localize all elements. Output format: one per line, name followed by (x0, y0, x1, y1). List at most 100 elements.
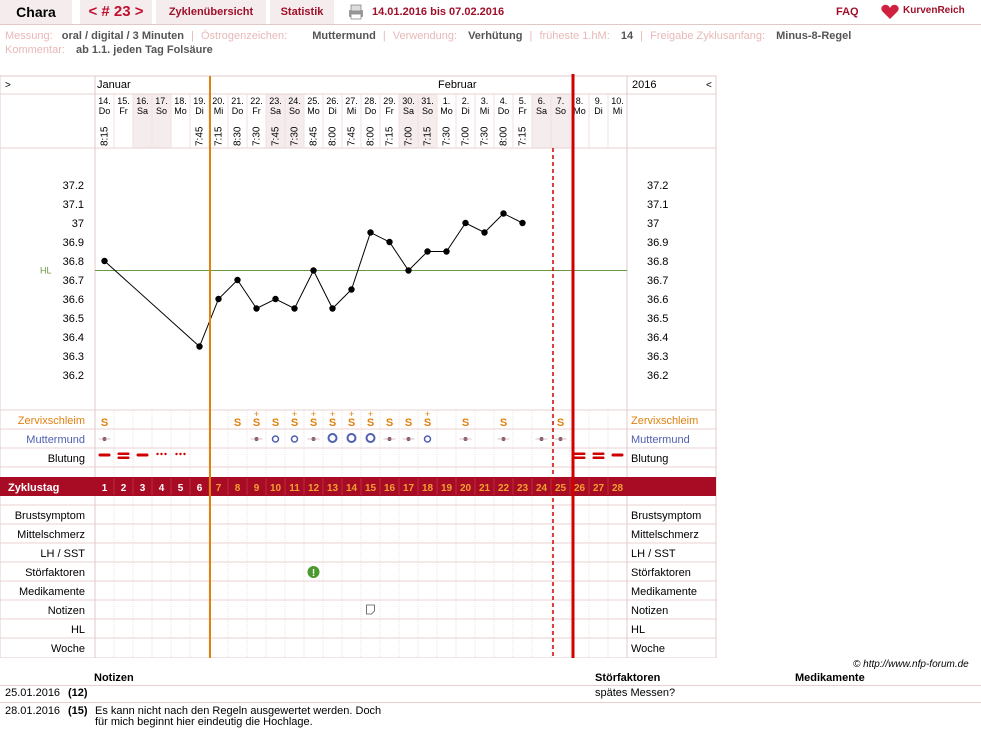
tab-zyklenuebersicht[interactable]: Zyklenübersicht (156, 0, 266, 24)
measure-time: 7:45 (195, 126, 206, 146)
y-tick-label-right: 36.9 (647, 237, 668, 249)
y-tick-label: 36.6 (63, 294, 84, 306)
note-icon[interactable] (366, 604, 375, 615)
blutung-dot (160, 452, 163, 456)
day-weekday: Sa (137, 106, 148, 116)
zervix-symbol: S (462, 417, 469, 429)
zervix-symbol: S (386, 417, 393, 429)
cycle-day-number: 1 (102, 483, 108, 494)
medi-col-header: Medikamente (795, 672, 865, 684)
day-date: 23. (269, 96, 282, 106)
measure-time: 7:15 (423, 126, 434, 146)
day-date: 14. (98, 96, 111, 106)
temperature-point (443, 248, 450, 255)
day-weekday: Do (232, 106, 244, 116)
day-weekday: Mo (174, 106, 187, 116)
blutung-bar (592, 452, 605, 455)
day-weekday: So (555, 106, 566, 116)
day-date: 20. (212, 96, 225, 106)
cycle-day-number: 4 (159, 483, 165, 494)
blutung-bar (573, 456, 586, 459)
zervix-plus: + (368, 409, 373, 419)
cycle-period: 14.01.2016 bis 07.02.2016 (372, 6, 505, 18)
cycle-day-number: 19 (441, 483, 453, 494)
kurvenreich-logo-icon (881, 4, 899, 19)
measure-time: 7:30 (290, 126, 301, 146)
day-date: 26. (326, 96, 339, 106)
weekend-shade (133, 94, 152, 148)
cycle-day-number: 20 (460, 483, 472, 494)
measure-time: 7:30 (442, 126, 453, 146)
day-date: 30. (402, 96, 415, 106)
blutung-dot (183, 452, 186, 456)
measure-time: 8:15 (100, 126, 111, 146)
row-label-muttermund: Muttermund (26, 434, 85, 446)
nav-right-arrow: < (706, 80, 712, 91)
day-weekday: Mo (440, 106, 453, 116)
cycle-day-number: 25 (555, 483, 567, 494)
day-date: 24. (288, 96, 301, 106)
day-date: 9. (595, 96, 603, 106)
y-tick-label: 36.4 (63, 332, 84, 344)
temperature-point (196, 343, 203, 350)
row-label-right-blutung: Blutung (631, 453, 668, 465)
day-weekday: Mi (214, 106, 224, 116)
temperature-point (310, 267, 317, 274)
blutung-bar (136, 453, 149, 457)
y-tick-label: 36.3 (63, 351, 84, 363)
cycle-chart: > <Januar Februar 201614.Do8:1515.Fr16.Sa17… (0, 74, 717, 658)
day-date: 19. (193, 96, 206, 106)
y-tick-label-right: 37.2 (647, 180, 668, 192)
tab-statistik[interactable]: Statistik (270, 0, 334, 24)
weekend-shade (152, 94, 171, 148)
blutung-bar (573, 452, 586, 455)
measure-time: 7:30 (480, 126, 491, 146)
stoerfaktor-icon[interactable] (307, 566, 320, 578)
zyklustag-bar (0, 477, 716, 496)
temperature-point (234, 276, 241, 284)
day-weekday: Fr (119, 106, 128, 116)
kommentar-label: Kommentar: (5, 44, 65, 56)
note-stoer: spätes Messen? (595, 687, 676, 699)
zervix-symbol: S (234, 417, 241, 429)
day-weekday: Sa (536, 106, 547, 116)
notes-col-header: Notizen (94, 672, 134, 684)
hl-label: HL (40, 266, 52, 276)
comment-info: Kommentar: ab 1.1. jeden Tag Folsäure (5, 44, 213, 56)
day-weekday: Sa (403, 106, 414, 116)
day-date: 31. (421, 96, 434, 106)
cycle-day-number: 23 (517, 483, 529, 494)
day-weekday: Sa (270, 106, 281, 116)
row-label-mittel: Mittelschmerz (17, 529, 85, 541)
day-date: 28. (364, 96, 377, 106)
faq-link[interactable]: FAQ (836, 6, 859, 18)
print-icon[interactable] (347, 4, 365, 20)
zervix-plus: + (349, 409, 354, 419)
y-tick-label-right: 36.5 (647, 313, 668, 325)
row-label-right-woche: Woche (631, 643, 665, 655)
day-weekday: Di (461, 106, 470, 116)
cycle-nav[interactable]: < # 23 > (80, 0, 152, 24)
cycle-day-number: 24 (536, 483, 548, 494)
y-tick-label: 36.5 (63, 313, 84, 325)
temperature-point (462, 219, 469, 227)
row-label-right-notizen: Notizen (631, 605, 668, 617)
note-cycleday: (12) (68, 687, 88, 699)
zyklustag-label: Zyklustag (8, 482, 59, 494)
day-weekday: Di (195, 106, 204, 116)
zervix-symbol: S (101, 417, 108, 429)
blutung-bar (611, 453, 624, 457)
day-weekday: Mo (573, 106, 586, 116)
freigabe-value: Minus-8-Regel (776, 30, 852, 42)
row-label-lh: LH / SST (40, 548, 85, 560)
zervix-symbol: S (291, 417, 298, 429)
y-tick-label-right: 36.8 (647, 256, 668, 268)
year-label: 2016 (632, 79, 656, 91)
day-weekday: Di (594, 106, 603, 116)
oestrogen-value: Muttermund (312, 30, 376, 42)
logo-text[interactable]: KurvenReich (903, 5, 965, 16)
cycle-day-number: 7 (216, 483, 222, 494)
messung-value: oral / digital / 3 Minuten (61, 30, 184, 42)
muttermund-ring (271, 435, 280, 443)
day-date: 8. (576, 96, 584, 106)
